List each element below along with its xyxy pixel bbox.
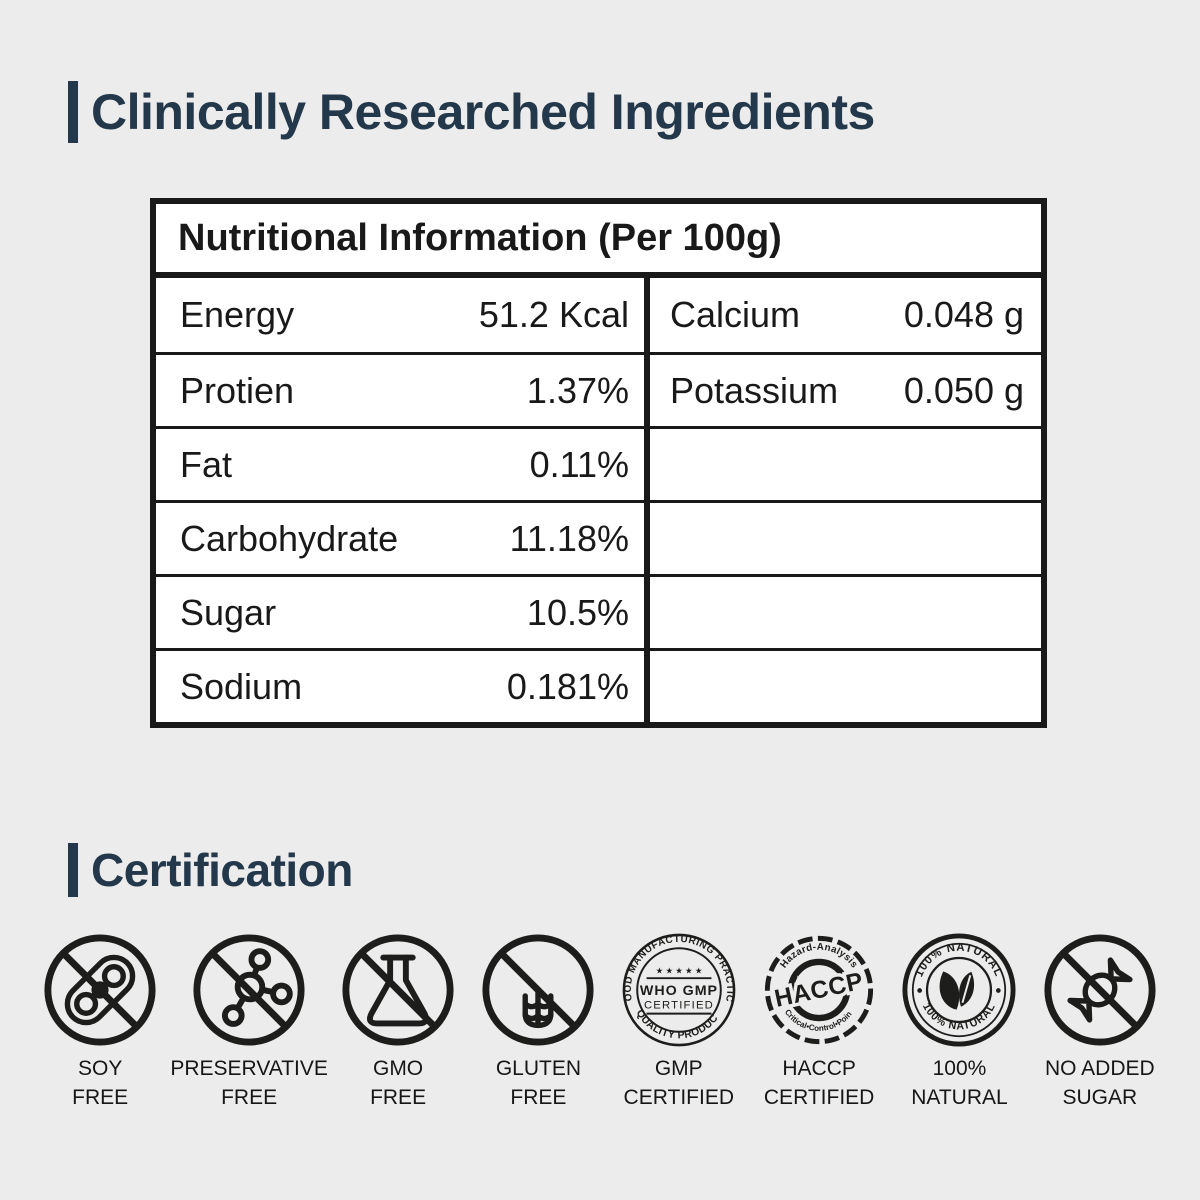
natural-seal-icon: 100% NATURAL 100% NATURAL [902,933,1017,1047]
certification-badges-row: SOY FREE PRESERVATIVE FRE [30,931,1170,1112]
gmp-seal-certified-text: CERTIFIED [644,1000,714,1012]
ingredients-heading-text: Clinically Researched Ingredients [91,84,875,140]
badge-soy-free: SOY FREE [30,931,170,1112]
badge-label-line: GLUTEN [495,1057,582,1080]
table-cell [650,426,1041,500]
nutrient-value: 0.11% [529,443,629,485]
ingredients-section-heading: Clinically Researched Ingredients [68,81,875,143]
leaf-shape [940,971,960,1010]
badge-label-line: FREE [510,1086,567,1109]
badge-label: GLUTEN FREE [496,1054,581,1112]
table-cell: Protien 1.37% [156,352,644,426]
nutrient-label: Sugar [180,591,277,633]
badge-label-line: HACCP [782,1057,856,1080]
badge-label-line: CERTIFIED [763,1086,875,1109]
haccp-certified-seal-icon: Hazard-Analysis Critical•Control•Point H… [760,931,874,1045]
gmp-seal-stars: ★ ★ ★ ★ ★ [655,965,702,975]
table-cell: Sodium 0.181% [156,648,644,722]
table-cell: Fat 0.11% [156,426,644,500]
table-cell: Carbohydrate 11.18% [156,500,644,574]
certification-section-heading: Certification [68,843,353,897]
badge-label-line: NO ADDED [1044,1057,1155,1080]
gluten-free-icon [482,934,594,1046]
badge-label: 100% NATURAL [911,1054,1007,1112]
gmo-free-icon [342,934,454,1046]
nutrition-table-right-column: Calcium 0.048 g Potassium 0.050 g [644,278,1041,722]
badge-label-line: SOY [77,1057,123,1080]
badge-label-line: SUGAR [1062,1086,1138,1109]
badge-haccp-certified: Hazard-Analysis Critical•Control•Point H… [749,931,889,1112]
certification-heading-text: Certification [91,844,353,896]
badge-label: HACCP CERTIFIED [764,1054,874,1112]
nutrient-label: Protien [180,369,295,411]
badge-label: NO ADDED SUGAR [1045,1054,1155,1112]
badge-100-natural: 100% NATURAL 100% NATURAL 100% NATURAL [889,931,1029,1112]
nutrient-value: 10.5% [526,591,629,633]
table-cell [650,648,1041,722]
badge-label-line: GMP [654,1057,703,1080]
table-cell: Energy 51.2 Kcal [156,278,644,352]
haccp-seal-center-text: HACCP [772,968,866,1013]
badge-gmp-certified: GOOD MANUFACTURING PRACTICE QUALITY PROD… [609,931,749,1112]
nutrition-table-title: Nutritional Information (Per 100g) [156,204,1041,278]
accent-bar [68,81,78,143]
badge-preservative-free: PRESERVATIVE FREE [170,931,328,1112]
nutrient-label: Potassium [670,369,839,411]
gmp-certified-seal-icon: GOOD MANUFACTURING PRACTICE QUALITY PROD… [620,931,736,1047]
badge-no-added-sugar: NO ADDED SUGAR [1030,931,1170,1112]
nutrient-label: Sodium [180,665,303,707]
badge-label-line: FREE [72,1086,129,1109]
badge-label-line: PRESERVATIVE [170,1057,328,1080]
badge-label-line: 100% [932,1057,987,1080]
no-added-sugar-icon [1044,934,1156,1046]
table-cell: Potassium 0.050 g [650,352,1041,426]
badge-label-line: FREE [221,1086,278,1109]
table-cell [650,500,1041,574]
nutrient-value: 1.37% [526,369,629,411]
table-cell: Sugar 10.5% [156,574,644,648]
gmp-seal-center-text: WHO GMP [640,983,718,999]
badge-label-line: CERTIFIED [623,1086,734,1109]
badge-label: GMO FREE [370,1054,426,1112]
badge-label-line: FREE [370,1086,427,1109]
nutrient-value: 0.050 g [903,369,1024,411]
nutrient-label: Fat [180,443,233,485]
badge-gluten-free: GLUTEN FREE [468,931,608,1112]
nutrient-value: 0.048 g [903,294,1024,335]
nutrient-value: 0.181% [506,665,629,707]
badge-label-line: NATURAL [911,1086,1008,1109]
badge-label: PRESERVATIVE FREE [170,1054,328,1112]
nutrient-value: 11.18% [509,517,629,559]
nutrient-value: 51.2 Kcal [478,294,629,335]
table-cell: Calcium 0.048 g [650,278,1041,352]
badge-label-line: GMO [372,1057,424,1080]
nutrient-label: Carbohydrate [180,517,399,559]
nutrient-label: Calcium [670,294,801,335]
badge-label: SOY FREE [72,1054,128,1112]
preservative-free-icon [193,934,305,1046]
nutrient-label: Energy [180,294,295,335]
table-cell [650,574,1041,648]
accent-bar [68,843,78,897]
nutrition-table: Nutritional Information (Per 100g) Energ… [150,198,1047,728]
nutrition-table-body: Energy 51.2 Kcal Protien 1.37% Fat 0.11%… [156,278,1041,722]
badge-gmo-free: GMO FREE [328,931,468,1112]
nutrition-table-left-column: Energy 51.2 Kcal Protien 1.37% Fat 0.11%… [156,278,644,722]
soy-free-icon [44,934,156,1046]
badge-label: GMP CERTIFIED [624,1054,734,1112]
